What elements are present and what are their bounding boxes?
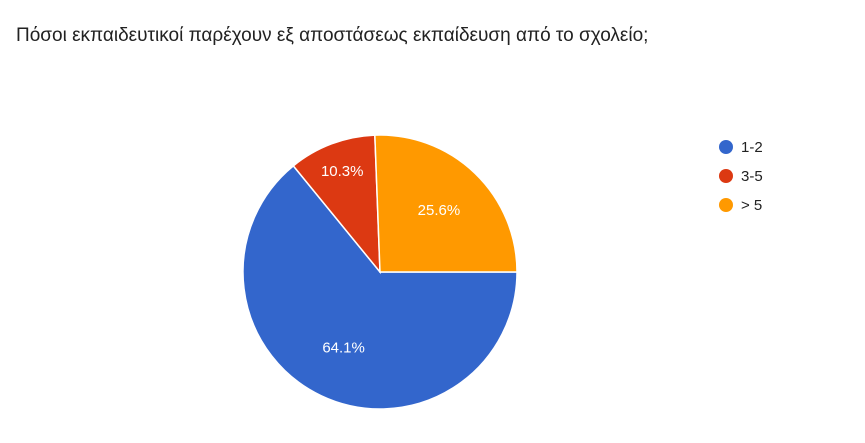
legend-marker (719, 140, 733, 154)
legend-label: 1-2 (741, 139, 763, 156)
legend-label: 3-5 (741, 168, 763, 185)
legend-marker (719, 169, 733, 183)
slice-label: 25.6% (418, 202, 461, 219)
slice-label: 64.1% (322, 340, 365, 357)
legend-marker (719, 198, 733, 212)
pie-slice (292, 134, 381, 275)
legend-label: > 5 (741, 197, 762, 214)
chart-title: Πόσοι εκπαιδευτικοί παρέχουν εξ αποστάσε… (16, 25, 648, 46)
slice-label: 10.3% (321, 163, 364, 180)
pie-slice (374, 134, 518, 273)
pie-slice (242, 164, 518, 410)
